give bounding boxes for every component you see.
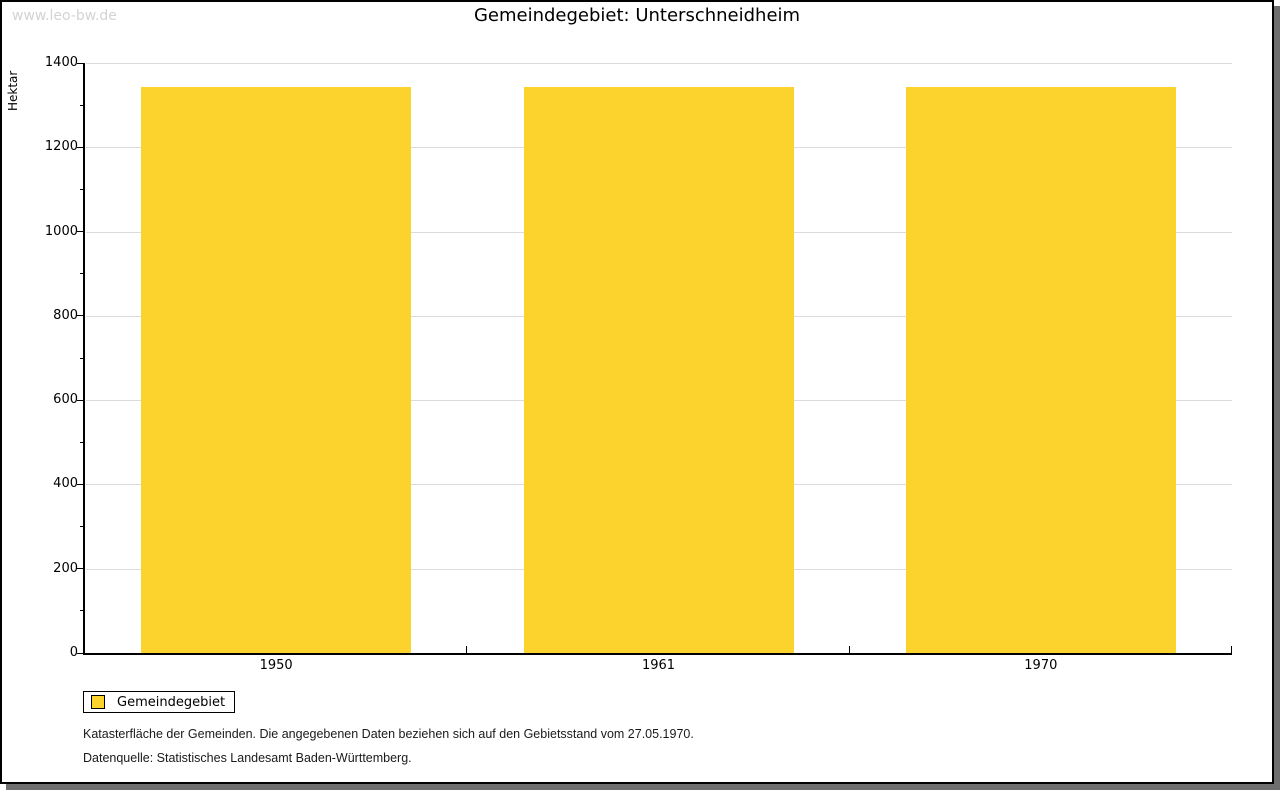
y-tick-major: [77, 231, 85, 233]
y-tick-major: [77, 652, 85, 654]
y-tick-label: 400: [53, 476, 78, 492]
y-tick-minor: [80, 273, 85, 275]
x-tick: [1231, 646, 1232, 653]
legend-swatch-icon: [91, 695, 105, 709]
y-tick-major: [77, 62, 85, 64]
y-tick-minor: [80, 104, 85, 106]
y-tick-label: 1000: [44, 223, 78, 239]
x-tick: [466, 646, 468, 653]
bar-1950: [141, 87, 412, 653]
y-tick-minor: [80, 526, 85, 528]
watermark: www.leo-bw.de: [12, 8, 117, 24]
y-tick-major: [77, 399, 85, 401]
y-tick-minor: [80, 441, 85, 443]
y-tick-label: 600: [53, 392, 78, 408]
x-tick-label: 1970: [1024, 658, 1058, 673]
y-tick-minor: [80, 188, 85, 190]
legend: Gemeindegebiet: [83, 691, 235, 713]
bar-1961: [523, 87, 794, 653]
y-tick-label: 800: [53, 307, 78, 323]
y-axis-title: Hektar: [6, 70, 20, 111]
x-tick: [848, 646, 850, 653]
y-tick-major: [77, 315, 85, 317]
y-tick-label: 1400: [44, 55, 78, 70]
y-tick-label: 0: [69, 645, 78, 660]
footnote-source-note: Katasterfläche der Gemeinden. Die angege…: [83, 727, 694, 741]
y-tick-minor: [80, 357, 85, 359]
legend-label: Gemeindegebiet: [117, 694, 226, 710]
y-tick-major: [77, 146, 85, 148]
footnote-data-source: Datenquelle: Statistisches Landesamt Bad…: [83, 751, 412, 765]
x-tick-label: 1950: [259, 658, 293, 673]
y-tick-minor: [80, 610, 85, 612]
y-tick-major: [77, 483, 85, 485]
y-tick-label: 200: [53, 560, 78, 576]
y-gridline: [86, 63, 1232, 64]
y-tick-major: [77, 568, 85, 570]
x-axis: [83, 653, 1232, 655]
y-tick-label: 1200: [44, 139, 78, 155]
y-axis: [83, 63, 85, 655]
bar-1970: [905, 87, 1176, 653]
x-tick-label: 1961: [641, 658, 676, 673]
chart-title: Gemeindegebiet: Unterschneidheim: [473, 5, 801, 26]
